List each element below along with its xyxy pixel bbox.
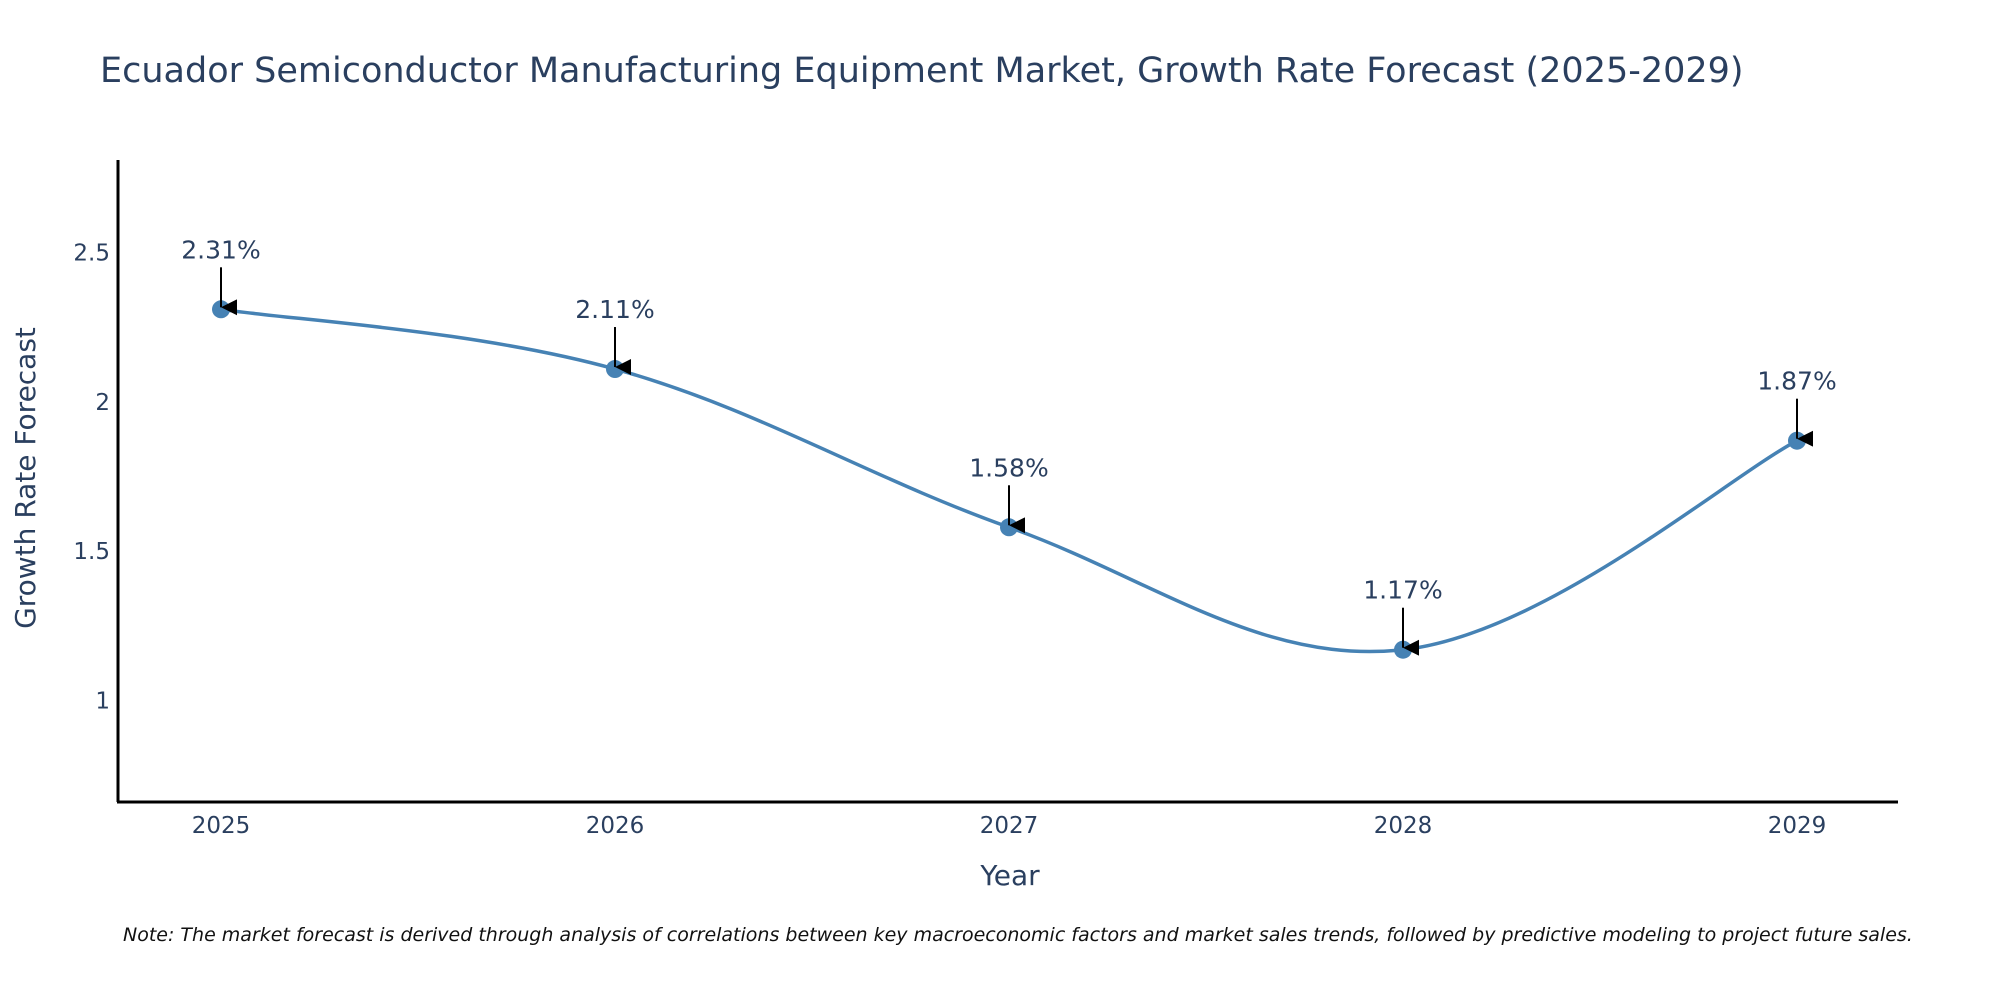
data-label: 1.87%	[1757, 367, 1836, 396]
y-tick-label: 2	[95, 390, 110, 416]
data-label: 1.17%	[1363, 576, 1442, 605]
y-axis-title: Growth Rate Forecast	[9, 327, 42, 629]
data-label: 2.31%	[181, 235, 260, 264]
x-tick-label: 2028	[1374, 813, 1433, 839]
x-tick-label: 2027	[980, 813, 1039, 839]
data-label: 1.58%	[969, 453, 1048, 482]
data-label: 2.11%	[575, 295, 654, 324]
x-tick-label: 2029	[1768, 813, 1827, 839]
plot-area: 1 1.5 2 2.5 2025 2026 2027 2028 2029 2.31% 2.11% 1.…	[73, 160, 1898, 839]
x-axis-title: Year	[979, 859, 1040, 892]
y-tick-label: 1	[95, 688, 110, 714]
forecast-note: Note: The market forecast is derived thr…	[123, 924, 1913, 946]
x-tick-label: 2025	[192, 813, 251, 839]
chart-title: Ecuador Semiconductor Manufacturing Equi…	[100, 51, 1744, 91]
y-tick-label: 2.5	[73, 241, 110, 267]
y-tick-label: 1.5	[73, 539, 110, 565]
x-tick-label: 2026	[586, 813, 645, 839]
